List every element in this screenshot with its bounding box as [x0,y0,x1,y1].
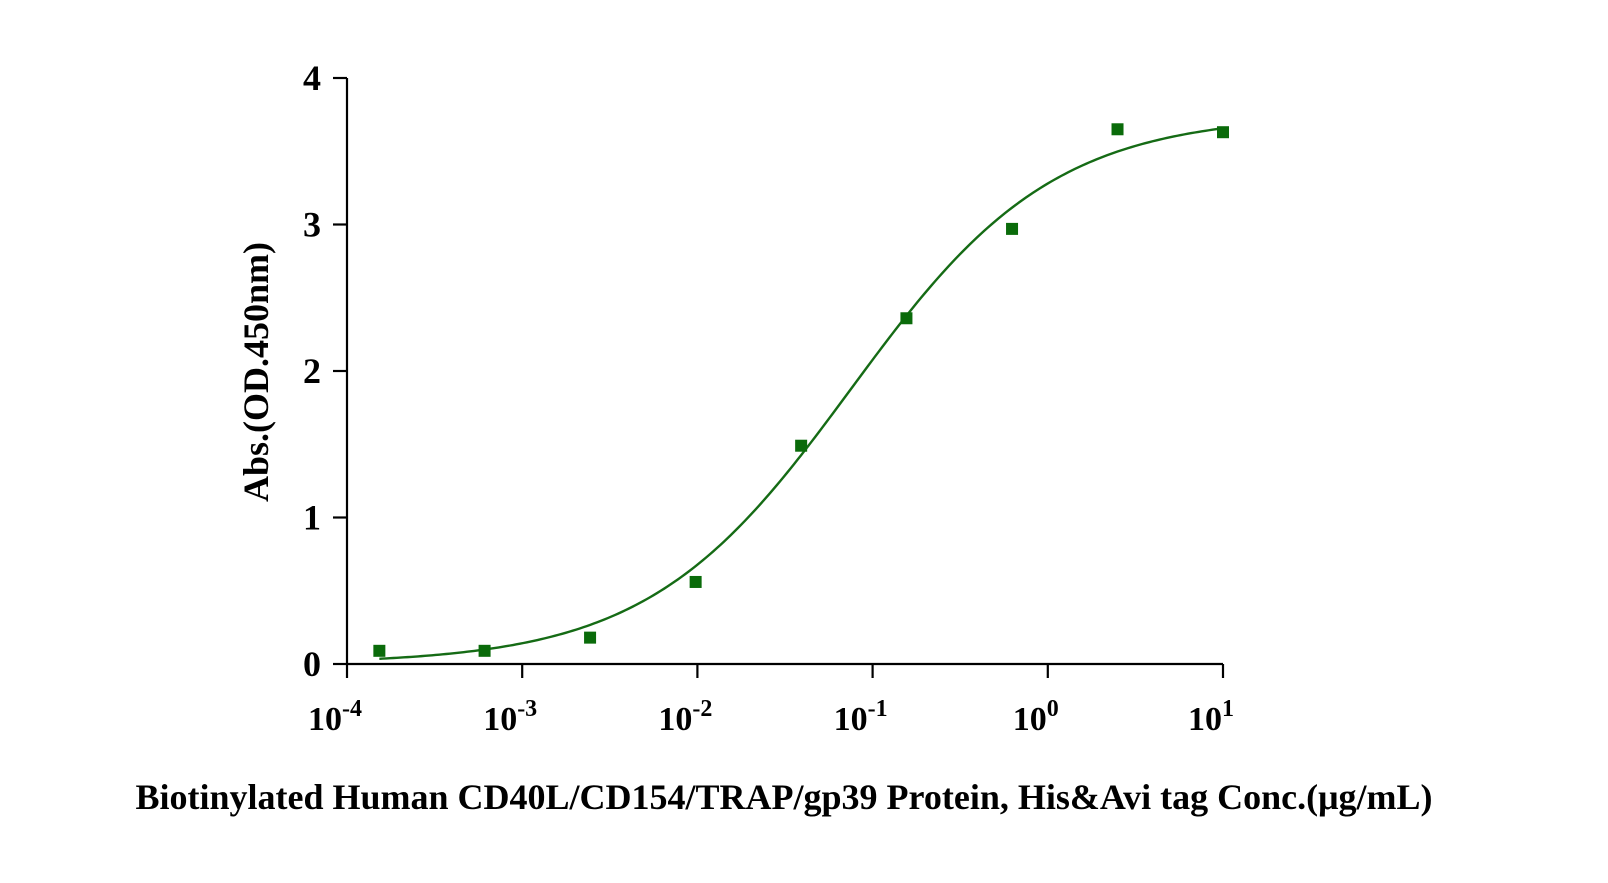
data-point [478,644,491,657]
data-point [1111,123,1124,136]
data-point [1006,222,1019,235]
y-tick-label: 4 [303,58,321,98]
x-tick-label: 10-3 [483,696,537,738]
x-tick-exponent: -2 [692,696,712,722]
y-tick-label: 2 [303,351,321,391]
x-tick-exponent: 0 [1047,696,1059,722]
x-tick-label: 101 [1188,696,1234,738]
x-tick-exponent: -3 [517,696,537,722]
y-tick-label: 1 [303,498,321,538]
y-axis-title: Abs.(OD.450nm) [236,242,276,502]
x-tick-label: 10-2 [658,696,712,738]
data-point [584,631,597,644]
data-point [373,644,386,657]
data-point [795,439,808,452]
x-tick-exponent: 1 [1222,696,1234,722]
x-tick-base: 10 [1013,701,1047,738]
x-tick-base: 10 [1188,701,1222,738]
y-tick-label: 0 [303,644,321,684]
y-tick-label: 3 [303,205,321,245]
x-tick-label: 10-1 [834,696,888,738]
x-tick-label: 100 [1013,696,1059,738]
y-ticks: 0 1 2 3 4 [303,58,347,684]
x-tick-base: 10 [834,701,868,738]
x-tick-base: 10 [308,701,342,738]
x-tick-exponent: -1 [868,696,888,722]
x-tick-base: 10 [658,701,692,738]
data-point [1217,126,1229,139]
x-axis-title: Biotinylated Human CD40L/CD154/TRAP/gp39… [135,777,1432,817]
data-point [689,575,702,588]
data-point [900,312,913,325]
x-tick-exponent: -4 [342,696,362,722]
x-tick-base: 10 [483,701,517,738]
x-ticks: 10-4 10-3 10-2 10-1 100 101 [308,664,1234,738]
x-tick-label: 10-4 [308,696,362,738]
data-points [373,123,1229,657]
fit-curve [379,127,1224,660]
